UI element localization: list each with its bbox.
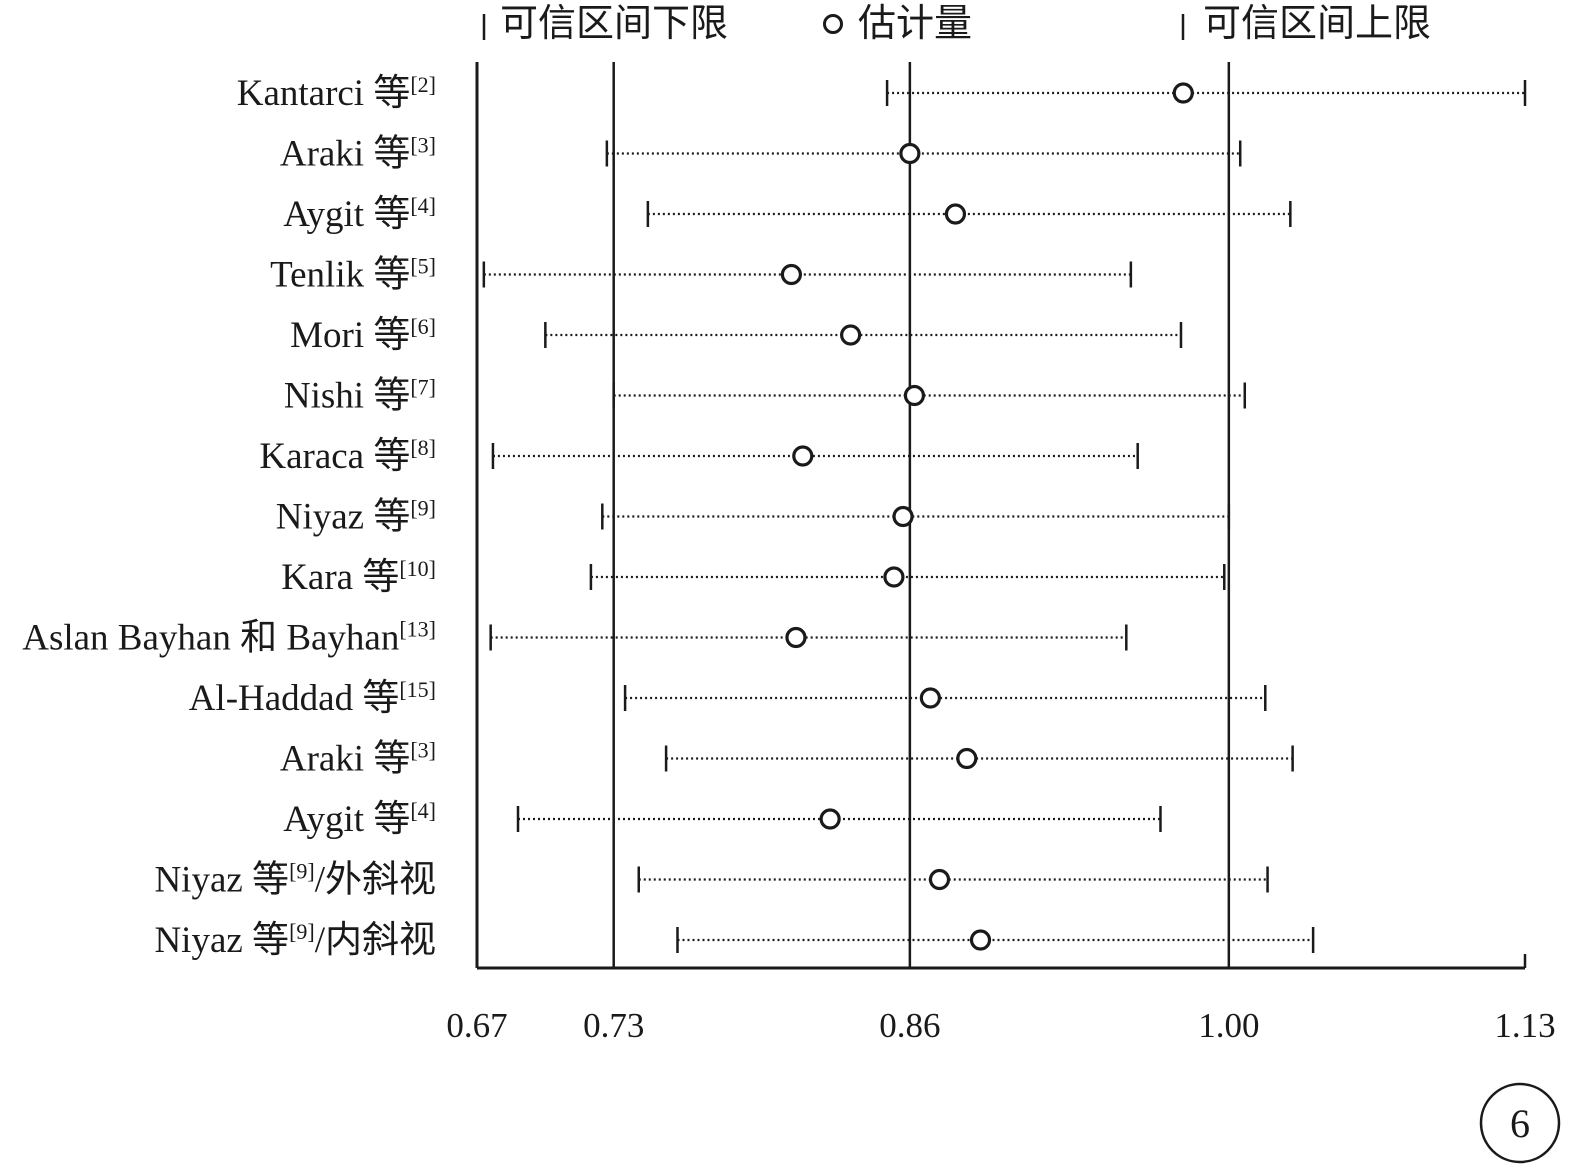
estimate-marker [903,384,926,407]
estimate-marker [883,566,905,588]
plot-area [475,62,1231,968]
study-label: Niyaz 等[9] [276,496,436,538]
x-tick-label: 1.13 [1494,1006,1555,1045]
study-ref: [4] [410,193,436,218]
study-rows: Kantarci 等[2]Araki 等[3]Aygit 等[4]Tenlik … [22,72,1527,961]
badge-circle [1479,1082,1561,1164]
estimate-marker [819,808,841,830]
study-row: Niyaz 等[9] [276,496,1231,538]
study-suffix: /内斜视 [315,919,436,961]
study-label: Kara 等[10] [281,556,436,598]
study-label: Nishi 等[7] [284,375,436,417]
x-tick-label: 1.00 [1198,1006,1259,1045]
study-row: Tenlik 等[5] [270,254,1133,296]
study-ref: [6] [410,314,436,339]
study-name: Araki 等 [280,738,411,780]
figure-number-badge: 6 [1479,1082,1561,1164]
estimate-marker [892,505,914,528]
study-label: Niyaz 等[9]/内斜视 [154,919,436,961]
study-label: Aslan Bayhan 和 Bayhan[13] [22,617,436,659]
study-label: Kantarci 等[2] [237,72,436,114]
x-tick-label: 0.73 [583,1006,644,1045]
estimate-marker [792,445,814,467]
study-row: Mori 等[6] [290,314,1183,356]
study-ref: [13] [399,617,436,642]
study-row: Aslan Bayhan 和 Bayhan[13] [22,617,1128,659]
legend-lower-label: 可信区间下限 [500,3,728,45]
estimate-marker [928,868,951,891]
legend-estimate-label: 估计量 [858,3,972,45]
legend: 可信区间下限 估计量 可信区间上限 [482,3,1431,45]
study-suffix: /外斜视 [315,860,436,901]
study-name: Aslan Bayhan 和 Bayhan [22,618,399,659]
study-row: Niyaz 等[9]/外斜视 [154,859,1269,901]
study-name: Niyaz 等 [154,919,289,961]
study-row: Aygit 等[4] [283,193,1292,235]
study-ref: [9] [289,859,315,884]
study-ref: [9] [410,496,436,521]
study-label: Mori 等[6] [290,314,436,356]
study-ref: [2] [410,72,436,97]
study-name: Mori 等 [290,314,410,356]
study-label: Araki 等[3] [280,738,436,780]
study-row: Niyaz 等[9]/内斜视 [154,919,1315,961]
study-ref: [10] [399,556,436,581]
study-name: Al-Haddad 等 [189,677,400,719]
study-name: Karaca 等 [259,435,410,477]
study-label: Araki 等[3] [280,133,436,175]
estimate-marker [944,203,967,225]
study-ref: [5] [410,254,436,279]
study-row: Al-Haddad 等[15] [189,677,1267,719]
study-name: Kantarci 等 [237,72,411,114]
study-row: Karaca 等[8] [259,435,1139,477]
study-ref: [3] [410,738,436,763]
estimate-marker [919,687,941,709]
study-ref: [4] [410,798,436,823]
study-name: Tenlik 等 [270,254,410,296]
legend-upper-label: 可信区间上限 [1203,3,1431,45]
estimate-marker [969,929,992,951]
study-label: Al-Haddad 等[15] [189,677,436,719]
study-row: Kara 等[10] [281,556,1226,598]
legend-estimate-marker [823,14,843,34]
study-ref: [3] [410,133,436,158]
estimate-marker [1172,82,1194,104]
study-name: Niyaz 等 [154,859,289,901]
estimate-marker [840,324,862,346]
study-label: Aygit 等[4] [283,193,436,235]
study-row: Araki 等[3] [280,738,1294,780]
study-label: Aygit 等[4] [283,798,436,840]
study-ref: [8] [410,435,436,460]
study-ref: [7] [410,375,436,400]
study-label: Tenlik 等[5] [270,254,436,296]
study-name: Kara 等 [281,556,399,598]
study-label: Niyaz 等[9]/外斜视 [154,859,436,901]
study-ref: [15] [399,677,436,702]
study-row: Kantarci 等[2] [237,72,1527,114]
x-tick-label: 0.67 [446,1006,507,1045]
study-ref: [9] [289,919,315,944]
study-name: Nishi 等 [284,375,410,417]
estimate-marker [780,263,803,286]
estimate-marker [785,626,807,649]
study-name: Aygit 等 [283,193,410,235]
study-name: Aygit 等 [283,798,410,840]
estimate-marker [899,142,921,165]
study-row: Nishi 等[7] [284,375,1247,417]
study-row: Araki 等[3] [280,133,1242,175]
estimate-marker [956,747,978,770]
badge-number: 6 [1510,1101,1530,1146]
study-name: Niyaz 等 [276,496,411,538]
x-tick-label: 0.86 [879,1006,940,1045]
study-label: Karaca 等[8] [259,435,436,477]
study-name: Araki 等 [280,133,411,175]
x-axis: 0.67 0.73 0.86 1.00 1.13 [446,954,1556,1045]
study-row: Aygit 等[4] [283,798,1162,840]
